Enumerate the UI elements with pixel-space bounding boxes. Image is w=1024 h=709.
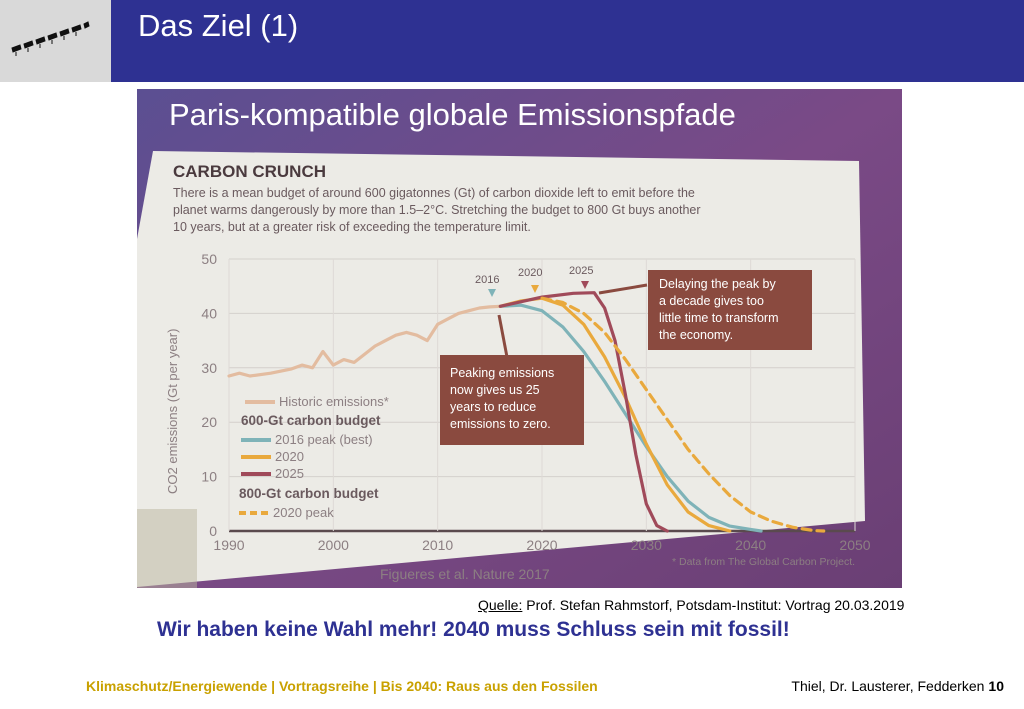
callout-delay-line-2: a decade gives too	[659, 294, 764, 308]
callout-delay-box	[648, 270, 812, 350]
legend-800-heading: 800-Gt carbon budget	[239, 486, 379, 501]
x-tick-label: 2000	[318, 537, 349, 553]
x-tick-label: 2050	[839, 537, 870, 553]
logo	[0, 0, 111, 82]
y-axis-label: CO2 emissions (Gt per year)	[165, 329, 180, 494]
y-tick-label: 10	[201, 469, 217, 485]
series-line-0	[227, 304, 502, 378]
chart-photo: Paris-kompatible globale Emissionspfade …	[137, 89, 902, 588]
marker-2016-icon	[488, 289, 496, 297]
source-line: Quelle: Prof. Stefan Rahmstorf, Potsdam-…	[478, 597, 904, 613]
callout-peak-line-3: years to reduce	[450, 400, 536, 414]
footnote: * Data from The Global Carbon Project.	[672, 556, 855, 568]
series-line-4	[540, 296, 826, 533]
chart-grid	[228, 258, 856, 533]
marker-label-2025: 2025	[569, 265, 593, 277]
callout-peak-line-1: Peaking emissions	[450, 366, 554, 380]
legend-2020: 2020	[275, 449, 304, 464]
photo-corner	[137, 509, 197, 588]
marker-2025-icon	[581, 281, 589, 289]
footer-authors: Thiel, Dr. Lausterer, Fedderken 10	[791, 678, 1004, 694]
source-text: Prof. Stefan Rahmstorf, Potsdam-Institut…	[522, 597, 905, 613]
legend-2025: 2025	[275, 466, 304, 481]
legend-historic: Historic emissions*	[279, 394, 389, 409]
legend-2020-800: 2020 peak	[273, 505, 334, 520]
y-tick-label: 40	[201, 305, 217, 321]
solar-panel-logo-icon	[11, 21, 90, 56]
citation: Figueres et al. Nature 2017	[380, 566, 550, 582]
header-bar	[0, 0, 1024, 82]
y-tick-label: 50	[201, 251, 217, 267]
callout-peak-pointer	[497, 314, 509, 358]
source-label: Quelle:	[478, 597, 523, 613]
emissions-chart: Paris-kompatible globale Emissionspfade …	[137, 89, 902, 588]
x-tick-label: 2010	[422, 537, 453, 553]
legend-2016: 2016 peak (best)	[275, 432, 373, 447]
series-line-1	[498, 303, 763, 533]
callout-peak-line-4: emissions to zero.	[450, 417, 551, 431]
y-tick-label: 30	[201, 360, 217, 376]
intro-line-1: There is a mean budget of around 600 gig…	[173, 186, 695, 200]
callout-delay-line-3: little time to transform	[659, 311, 778, 325]
intro-line-2: planet warms dangerously by more than 1.…	[173, 203, 701, 217]
legend-600-heading: 600-Gt carbon budget	[241, 413, 381, 428]
marker-label-2016: 2016	[475, 274, 499, 286]
callout-delay-line-4: the economy.	[659, 328, 733, 342]
marker-label-2020: 2020	[518, 267, 542, 279]
carbon-crunch-heading: CARBON CRUNCH	[173, 162, 326, 181]
marker-2020-icon	[531, 285, 539, 293]
page-number: 10	[988, 678, 1004, 694]
y-tick-label: 20	[201, 414, 217, 430]
callout-peak-line-2: now gives us 25	[450, 383, 540, 397]
series-line-3	[498, 291, 669, 533]
intro-line-3: 10 years, but at a greater risk of excee…	[173, 220, 531, 234]
slide-title: Das Ziel (1)	[138, 8, 299, 43]
footer-author-names: Thiel, Dr. Lausterer, Fedderken	[791, 678, 985, 694]
x-tick-label: 2030	[631, 537, 662, 553]
x-tick-label: 2020	[526, 537, 557, 553]
callout-delay-line-1: Delaying the peak by	[659, 277, 776, 291]
callout-delay-pointer	[598, 283, 648, 295]
footer-series-title: Klimaschutz/Energiewende | Vortragsreihe…	[86, 678, 598, 694]
callout-peak-box	[440, 355, 584, 445]
chart-series	[227, 291, 826, 533]
poster-title: Paris-kompatible globale Emissionspfade	[169, 97, 736, 132]
x-tick-label: 2040	[735, 537, 766, 553]
x-tick-label: 1990	[213, 537, 244, 553]
y-tick-label: 0	[209, 523, 217, 539]
headline: Wir haben keine Wahl mehr! 2040 muss Sch…	[157, 618, 790, 641]
